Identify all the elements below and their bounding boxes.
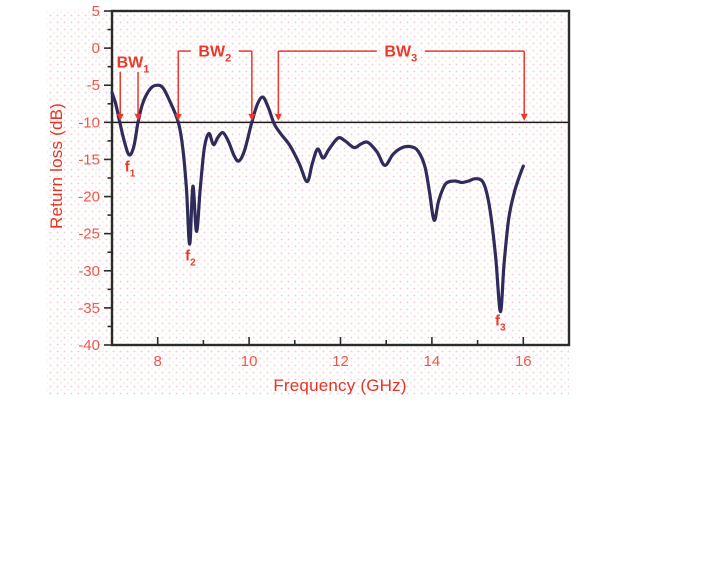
x-tick-label: 14: [424, 353, 441, 370]
bw1-marker: BW1: [117, 54, 150, 121]
panel-dot-pattern: [47, 9, 569, 395]
x-tick-label: 8: [154, 353, 162, 370]
y-tick-label: -15: [78, 151, 100, 168]
bw2-marker: BW2: [174, 44, 256, 121]
plot-frame: [110, 9, 571, 347]
bw1-label: BW1: [117, 54, 150, 75]
y-tick-label: -25: [78, 226, 100, 243]
f3-label: f3: [495, 313, 506, 334]
y-axis-title: Return loss (dB): [47, 102, 66, 230]
x-tick-label: 16: [515, 353, 532, 370]
f1-label: f1: [125, 158, 136, 179]
y-tick-label: -10: [78, 114, 100, 131]
y-tick-label: -30: [78, 263, 100, 280]
y-tick-label: -20: [78, 189, 100, 206]
y-tick-label: -40: [78, 337, 100, 354]
tick-labels: 5 0 -5 -10 -15 -20 -25 -30 -35 -40 8 10 12 14 16: [78, 3, 531, 370]
x-tick-label: 10: [241, 353, 258, 370]
x-axis-title: Frequency (GHz): [273, 376, 407, 395]
y-tick-label: -35: [78, 300, 100, 317]
bw2-label: BW2: [198, 44, 231, 65]
x-tick-label: 12: [332, 353, 349, 370]
y-tick-label: 5: [92, 3, 100, 20]
y-tick-label: 0: [92, 40, 100, 57]
f2-label: f2: [185, 247, 196, 268]
bw3-marker: BW3: [274, 44, 528, 121]
y-tick-label: -5: [87, 77, 100, 94]
bw3-label: BW3: [384, 44, 417, 65]
